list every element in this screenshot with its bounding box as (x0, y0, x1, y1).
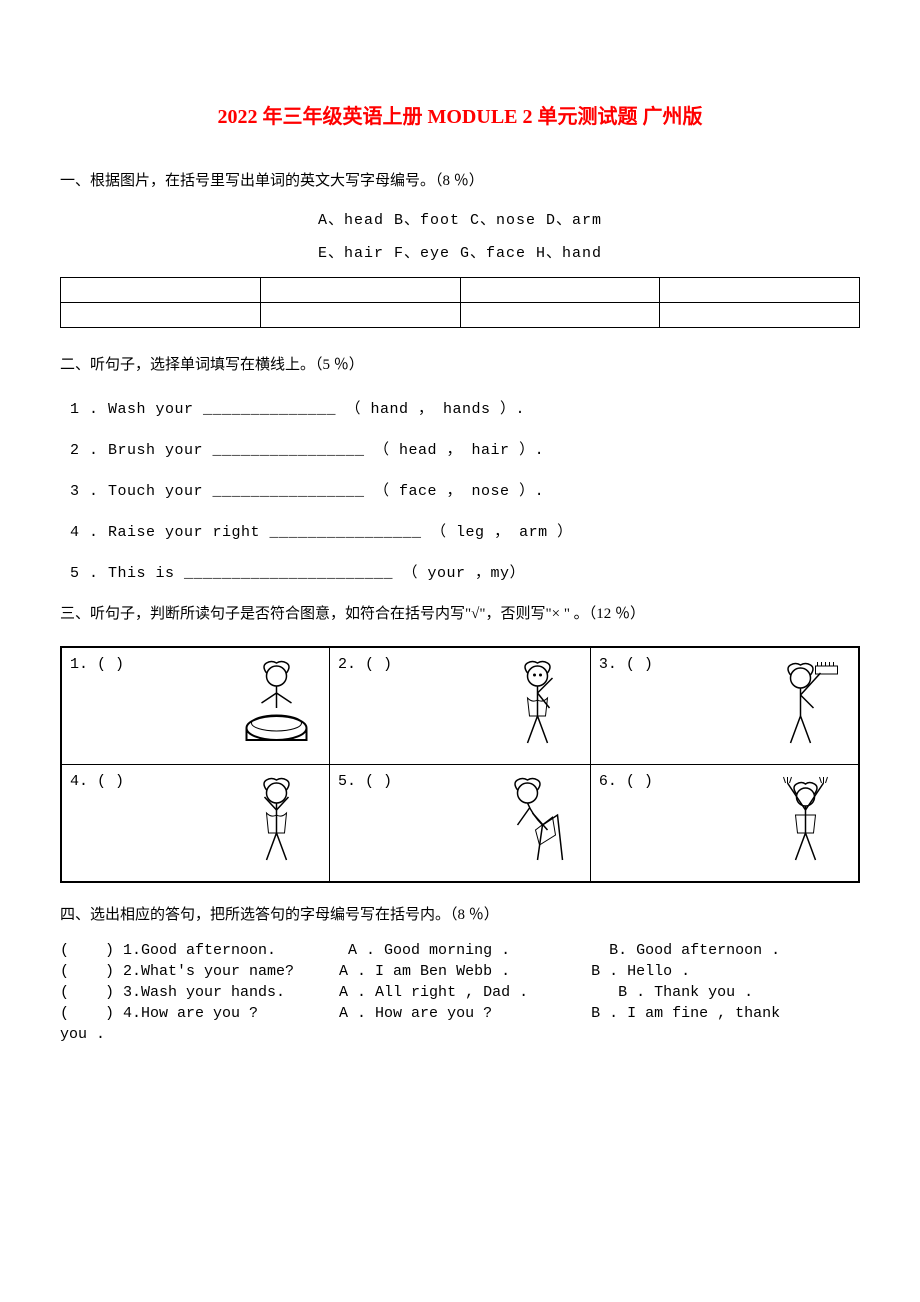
figure-brushing-hair-icon (763, 658, 848, 753)
section2-q5: 5 . This is ______________________ （ you… (70, 561, 860, 582)
image-cell-1: 1. ( ) (61, 647, 330, 765)
section2-q4: 4 . Raise your right ________________ （ … (70, 520, 860, 541)
grid-cell (260, 303, 460, 328)
figure-touching-face-icon (234, 775, 319, 870)
cell-label-4: 4. ( ) (70, 773, 124, 790)
grid-cell (61, 303, 261, 328)
match-line-2: ( ) 2.What's your name? A . I am Ben Web… (60, 963, 860, 980)
cell-label-1: 1. ( ) (70, 656, 124, 673)
figure-bending-icon (495, 775, 580, 870)
page-title: 2022 年三年级英语上册 MODULE 2 单元测试题 广州版 (60, 100, 860, 129)
section1-header: 一、根据图片，在括号里写出单词的英文大写字母编号。（8 ％） (60, 169, 860, 193)
grid-cell (460, 278, 660, 303)
grid-cell (61, 278, 261, 303)
section4-header: 四、选出相应的答句，把所选答句的字母编号写在括号内。（8 ％） (60, 903, 860, 927)
image-cell-4: 4. ( ) (61, 765, 330, 883)
figure-washing-icon (234, 658, 319, 753)
match-line-5: you . (60, 1026, 860, 1043)
image-cell-6: 6. ( ) (590, 765, 859, 883)
match-line-1: ( ) 1.Good afternoon. A . Good morning .… (60, 942, 860, 959)
grid-cell (660, 303, 860, 328)
match-line-3: ( ) 3.Wash your hands. A . All right , D… (60, 984, 860, 1001)
image-cell-2: 2. ( ) (330, 647, 591, 765)
image-cell-5: 5. ( ) (330, 765, 591, 883)
match-line-4: ( ) 4.How are you ? A . How are you ? B … (60, 1005, 860, 1022)
cell-label-5: 5. ( ) (338, 773, 392, 790)
cell-label-3: 3. ( ) (599, 656, 653, 673)
section2-q2: 2 . Brush your ________________ （ head ，… (70, 438, 860, 459)
cell-label-6: 6. ( ) (599, 773, 653, 790)
grid-cell (260, 278, 460, 303)
section1-grid (60, 277, 860, 328)
cell-label-2: 2. ( ) (338, 656, 392, 673)
section2-q1: 1 . Wash your ______________ （ hand ， ha… (70, 397, 860, 418)
grid-cell (660, 278, 860, 303)
image-cell-3: 3. ( ) (590, 647, 859, 765)
section2-header: 二、听句子，选择单词填写在横线上。（5 ％） (60, 353, 860, 377)
grid-cell (460, 303, 660, 328)
section3-image-grid: 1. ( ) 2. ( ) (60, 646, 860, 883)
section1-options-row2: E、hair F、eye G、face H、hand (60, 241, 860, 262)
figure-hands-up-icon (763, 775, 848, 870)
section4-matching: ( ) 1.Good afternoon. A . Good morning .… (60, 942, 860, 1043)
section2-q3: 3 . Touch your ________________ （ face ，… (70, 479, 860, 500)
figure-pointing-eye-icon (495, 658, 580, 753)
section1-options-row1: A、head B、foot C、nose D、arm (60, 208, 860, 229)
section3-header: 三、听句子，判断所读句子是否符合图意，如符合在括号内写"√"，否则写"× " 。… (60, 602, 860, 626)
